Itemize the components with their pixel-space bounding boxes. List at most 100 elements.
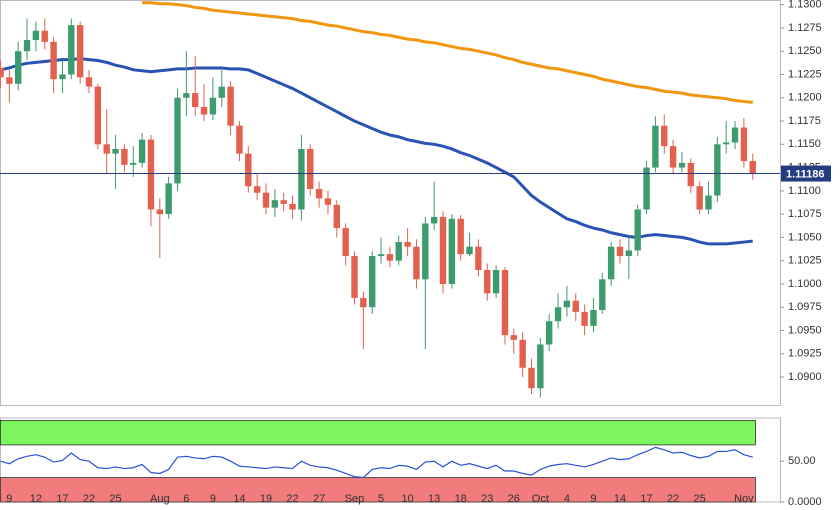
x-tick-label: Sep (345, 493, 365, 505)
candle-body (6, 77, 13, 84)
y-tick-label: 1.1300 (788, 0, 822, 11)
candle-body (572, 300, 579, 312)
candle-body (174, 97, 181, 184)
x-tick-label: 27 (313, 493, 325, 505)
candle-body (280, 200, 287, 204)
candle-body (404, 242, 411, 247)
candle-body (625, 250, 633, 257)
x-tick-label: 25 (109, 493, 121, 505)
candle-body (360, 297, 367, 308)
candle-body (537, 344, 544, 389)
candle-body (484, 270, 491, 294)
y-tick-label: 1.1225 (788, 68, 822, 80)
candle-body (227, 86, 234, 126)
x-tick-label: 22 (83, 493, 95, 505)
price-panel (0, 0, 781, 406)
y-tick-label: 1.1150 (788, 138, 821, 150)
x-tick-label: 22 (667, 493, 679, 505)
candle-body (41, 30, 48, 42)
candle-body (315, 189, 323, 199)
candle-body (112, 148, 119, 154)
candle-body (377, 254, 385, 257)
y-tick-label: 1.0925 (788, 348, 822, 360)
x-tick-label: 9 (6, 493, 12, 505)
candle-body (324, 198, 332, 205)
indicator-zone (0, 477, 756, 503)
candle-body (94, 86, 102, 145)
candle-body (554, 307, 562, 322)
candle-body (218, 86, 225, 98)
candle-body (23, 40, 31, 52)
candle-body (501, 270, 509, 336)
candle-body (130, 162, 137, 165)
candle-body (590, 310, 597, 326)
candle-body (253, 186, 261, 193)
x-tick-label: 19 (260, 493, 272, 505)
x-tick-label: 9 (210, 493, 216, 505)
y-tick-label: 0.0000 (788, 496, 822, 508)
candle-body (333, 204, 340, 229)
candle-body (245, 153, 252, 187)
candle-body (200, 107, 208, 115)
candle-body (607, 246, 615, 280)
candle-body (209, 97, 217, 115)
y-tick-label: 1.0900 (788, 371, 822, 383)
y-tick-label: 1.1000 (788, 278, 822, 290)
y-tick-label: 1.1275 (788, 22, 822, 34)
candle-body (696, 186, 703, 210)
candle-body (616, 246, 624, 257)
y-tick-label: 1.1175 (788, 115, 821, 127)
rsi-line (0, 446, 753, 479)
x-tick-label: 13 (428, 493, 440, 505)
candle-body (121, 148, 128, 165)
x-tick-label: 22 (286, 493, 298, 505)
candle-body (652, 125, 659, 168)
candle-body (68, 25, 75, 75)
candle-body (519, 339, 526, 368)
x-tick-label: Nov (734, 493, 754, 505)
candle-body (430, 216, 438, 224)
candle-body (731, 127, 739, 143)
x-tick-label: 23 (481, 493, 493, 505)
candle-body (528, 367, 535, 389)
x-tick-label: 14 (233, 493, 245, 505)
candle-body (439, 216, 447, 284)
x-tick-label: 26 (508, 493, 520, 505)
candle-body (85, 77, 93, 87)
y-tick-label: 50.00 (788, 455, 816, 467)
candle-body (714, 144, 721, 196)
y-tick-label: 1.1075 (788, 208, 822, 220)
candle-body (307, 148, 314, 189)
candle-body (643, 167, 650, 210)
candle-body (15, 51, 22, 84)
candle-body (669, 146, 677, 168)
candle-body (448, 218, 456, 284)
candle-body (386, 254, 394, 261)
candle-body (236, 125, 243, 154)
y-tick-label: 1.1100 (788, 185, 821, 197)
candle-body (342, 228, 349, 257)
x-tick-label: 12 (30, 493, 42, 505)
candle-body (103, 144, 110, 154)
candle-body (492, 270, 500, 294)
candle-body (661, 125, 668, 147)
candle-body (510, 335, 517, 340)
candle-body (413, 246, 420, 280)
indicator-zone (0, 420, 756, 446)
candle-body (422, 223, 429, 280)
x-tick-label: 9 (590, 493, 596, 505)
candle-body (0, 67, 4, 78)
x-tick-label: 14 (614, 493, 626, 505)
x-tick-label: 25 (694, 493, 706, 505)
candle-body (32, 30, 40, 41)
candle-body (599, 279, 606, 311)
x-tick-label: Aug (150, 493, 170, 505)
candle-body (298, 148, 305, 210)
y-tick-label: 1.0950 (788, 324, 822, 336)
candle-body (59, 74, 66, 80)
moving-average (142, 1, 753, 104)
x-tick-label: 17 (56, 493, 68, 505)
x-tick-label: 17 (640, 493, 652, 505)
